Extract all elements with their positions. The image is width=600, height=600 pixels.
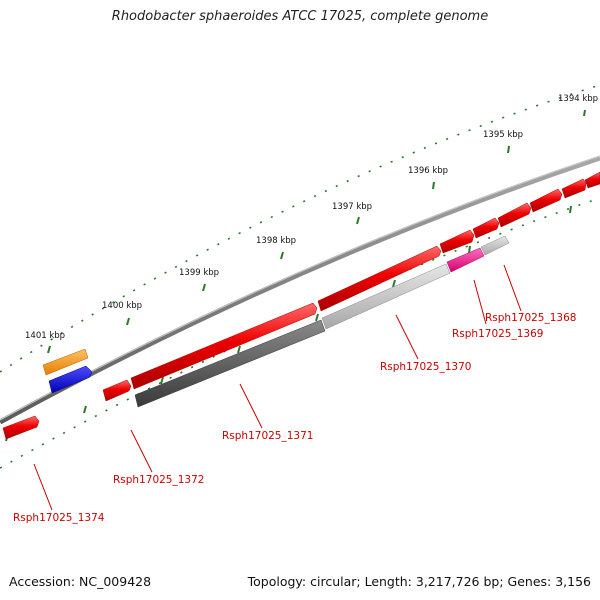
scale-tick [202, 283, 206, 292]
scale-label: 1397 kbp [332, 202, 372, 212]
scale-label: 1396 kbp [408, 166, 448, 176]
leader-line [473, 279, 487, 325]
scale-tick [280, 251, 284, 260]
scale-tick [507, 145, 510, 154]
scale-label: 1400 kbp [102, 301, 142, 311]
scale-tick [126, 317, 130, 326]
accession-text: Accession: NC_009428 [9, 574, 152, 589]
feature-dark-gray[interactable] [134, 319, 326, 408]
scale-labels: 1394 kbp 1395 kbp 1396 kbp 1397 kbp 1398… [25, 94, 598, 341]
genome-backbone [0, 155, 600, 425]
gene-label-rsph17025-1374[interactable]: Rsph17025_1374 [13, 512, 105, 524]
scale-tick [468, 245, 471, 254]
cds-forward[interactable] [439, 229, 475, 254]
gene-label-rsph17025-1369[interactable]: Rsph17025_1369 [452, 328, 543, 340]
feature-magenta[interactable] [446, 247, 485, 273]
cds-forward[interactable] [529, 188, 563, 213]
forward-strand-genes [2, 171, 600, 440]
misc-features [42, 348, 93, 394]
feature-light-gray[interactable] [480, 235, 510, 256]
gene-label-rsph17025-1368[interactable]: Rsph17025_1368 [485, 312, 576, 324]
scale-label: 1399 kbp [179, 268, 219, 278]
scale-tick [583, 109, 586, 117]
leader-line [239, 383, 263, 429]
cds-forward[interactable] [497, 202, 532, 228]
gene-label-rsph17025-1372[interactable]: Rsph17025_1372 [113, 474, 204, 486]
scale-label: 1395 kbp [483, 130, 523, 140]
leader-line [503, 264, 522, 312]
scale-tick [392, 279, 396, 288]
scale-tick [47, 345, 51, 354]
cds-forward[interactable] [130, 302, 318, 390]
cds-forward[interactable] [317, 245, 442, 312]
scale-label: 1394 kbp [558, 94, 598, 104]
scale-tick [432, 181, 435, 190]
scale-tick [160, 376, 164, 385]
feature-light-gray[interactable] [321, 263, 451, 330]
scale-tick [83, 405, 87, 414]
genome-backbone-highlight [0, 155, 600, 421]
scale-label: 1398 kbp [256, 236, 296, 246]
scale-tick [569, 205, 572, 214]
leader-line [395, 314, 419, 360]
gene-labels: Rsph17025_1368 Rsph17025_1369 Rsph17025_… [13, 312, 576, 524]
label-leader-lines [33, 264, 522, 511]
cds-forward[interactable] [102, 379, 132, 402]
feature-orange[interactable] [42, 348, 89, 376]
feature-blue[interactable] [48, 365, 93, 394]
gene-label-rsph17025-1371[interactable]: Rsph17025_1371 [222, 430, 313, 442]
reverse-strand-genes [134, 235, 510, 408]
outer-scale-dots [0, 84, 600, 373]
gene-label-rsph17025-1370[interactable]: Rsph17025_1370 [380, 361, 471, 373]
map-title: Rhodobacter sphaeroides ATCC 17025, comp… [111, 9, 489, 24]
cds-forward[interactable] [472, 217, 500, 239]
leader-line [33, 463, 53, 511]
cds-forward[interactable] [561, 178, 587, 199]
scale-tick [315, 313, 319, 322]
genome-summary-text: Topology: circular; Length: 3,217,726 bp… [247, 574, 591, 589]
outer-scale-ring [0, 84, 600, 373]
leader-line [130, 429, 153, 473]
scale-tick [237, 345, 241, 354]
cds-forward[interactable] [2, 415, 40, 440]
cds-forward[interactable] [584, 171, 600, 189]
scale-tick [356, 216, 360, 225]
scale-label: 1401 kbp [25, 331, 65, 341]
